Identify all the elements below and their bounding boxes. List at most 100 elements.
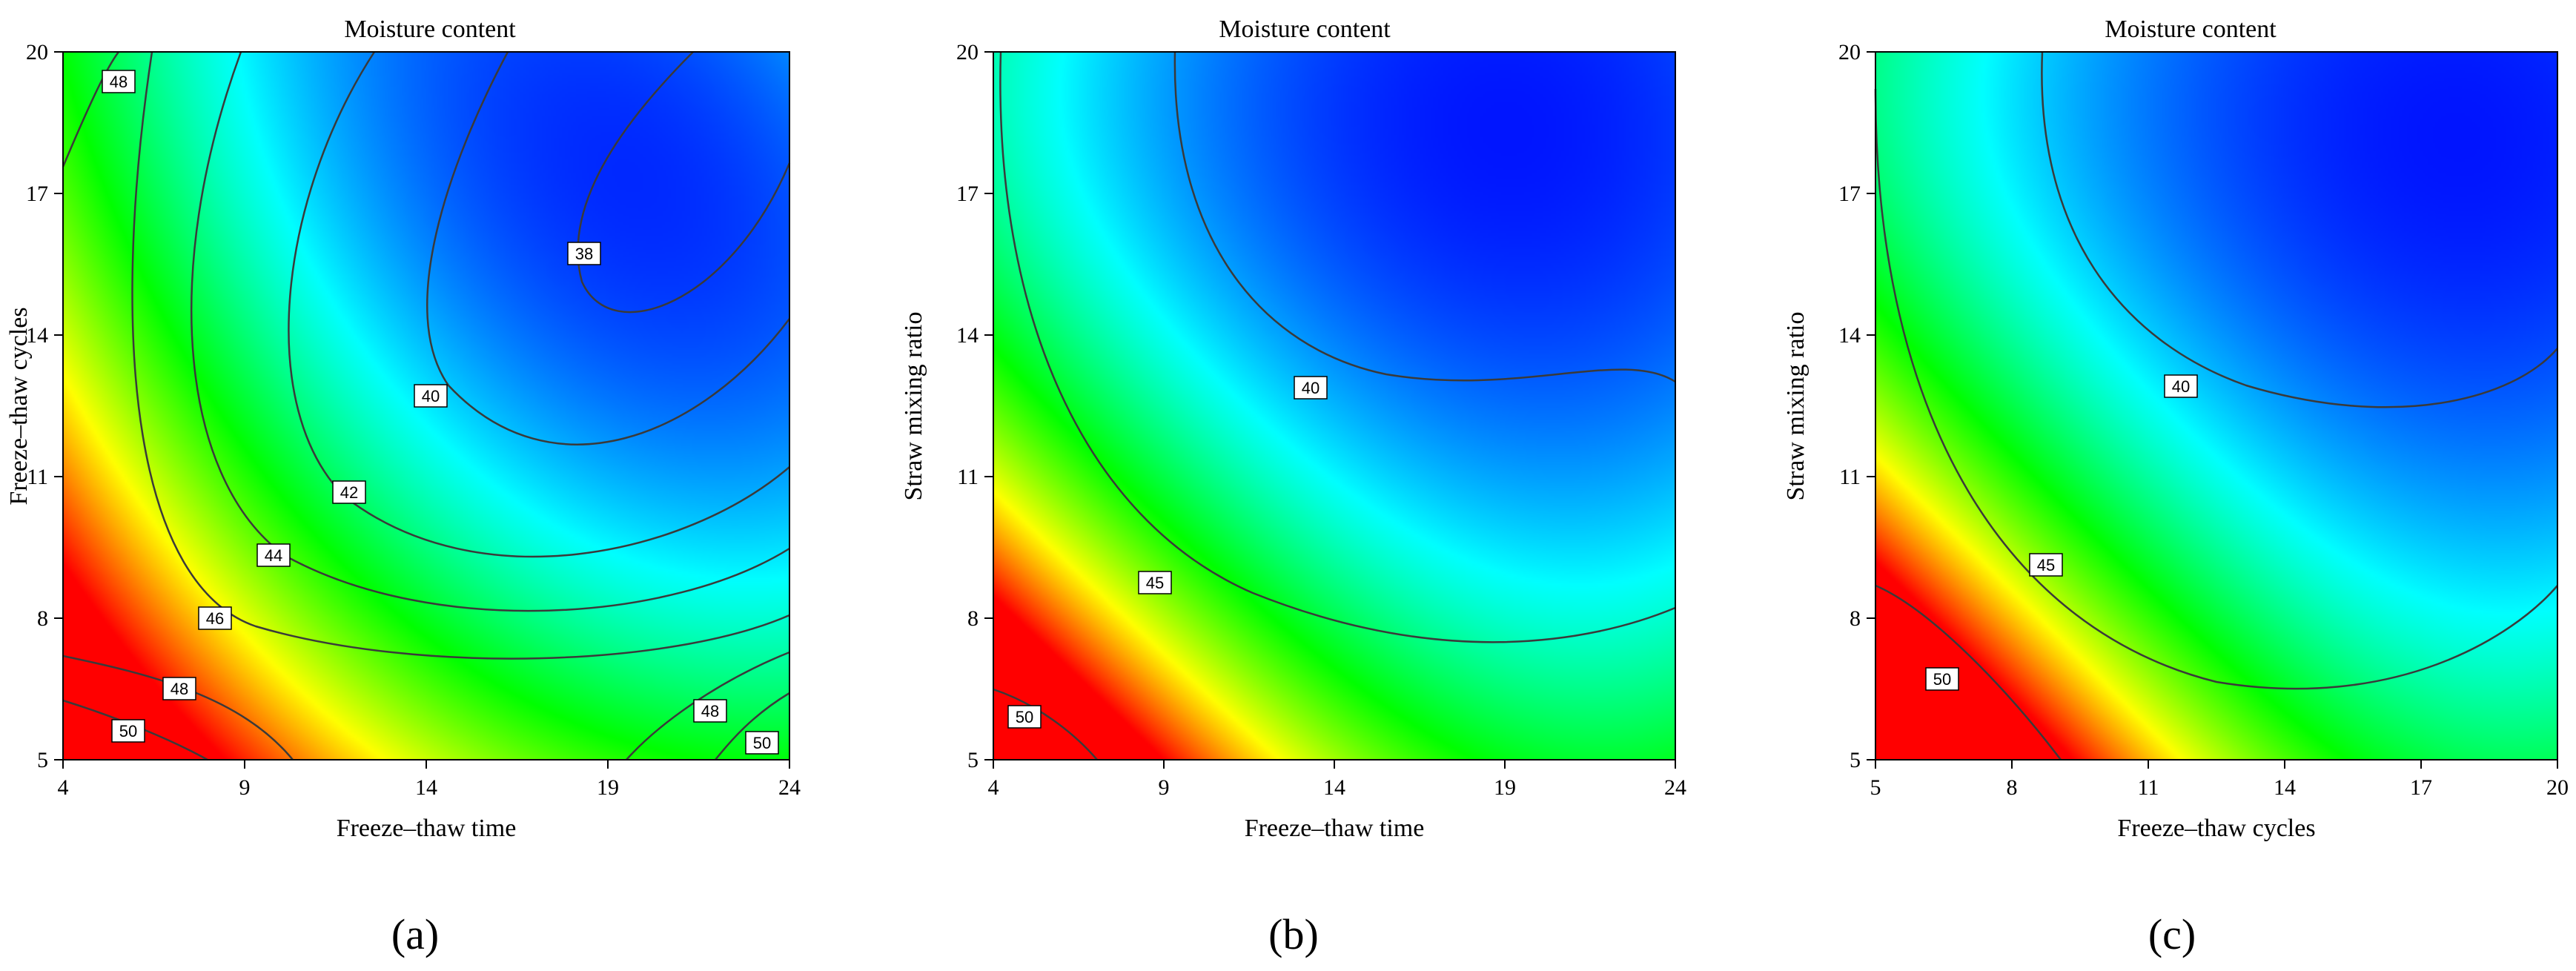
panel-c-contours	[1874, 51, 2558, 760]
panel-c-x-ticks	[1875, 760, 2558, 769]
panel-b-x-axis-label: Freeze–thaw time	[1245, 815, 1425, 842]
panel-a-clabel: 38	[567, 242, 601, 265]
panel-c-plot-area: 40 45 50 5 8 11 14 17 20 5 8 11	[1838, 40, 2569, 800]
panel-a-x-tick-label: 9	[239, 775, 251, 800]
panel-b-x-tick-label: 4	[988, 775, 999, 800]
svg-text:48: 48	[110, 73, 128, 91]
svg-text:50: 50	[1016, 708, 1033, 726]
panel-a-y-tick-label: 20	[26, 40, 48, 64]
panel-b-contour-45	[999, 51, 1676, 643]
panel-b-y-tick-label: 11	[957, 465, 979, 489]
panel-b-x-tick-label: 19	[1494, 775, 1516, 800]
panel-c-y-tick-label: 20	[1838, 40, 1861, 64]
panel-c-x-tick-label: 14	[2274, 775, 2296, 800]
panel-c-x-tick-label: 17	[2410, 775, 2432, 800]
panel-b-x-tick-label: 14	[1323, 775, 1345, 800]
panel-a-contour-38	[577, 51, 791, 314]
panel-a-x-tick-label: 4	[58, 775, 69, 800]
panel-c-x-tick-label: 11	[2138, 775, 2159, 800]
panel-b-x-tick-label: 24	[1664, 775, 1686, 800]
panel-b-label: (b)	[1268, 910, 1319, 958]
panel-b-y-axis-label: Straw mixing ratio	[900, 312, 927, 501]
panel-b-plot-area: 40 45 50 4 9 14 19 24 5 8 11 14	[956, 40, 1686, 800]
panel-c-y-tick-label: 17	[1838, 182, 1861, 206]
panel-a-clabel: 46	[198, 606, 232, 630]
panel-c-clabel: 40	[2164, 374, 2198, 398]
panel-c-clabel: 50	[1925, 667, 1959, 691]
svg-text:38: 38	[575, 245, 593, 263]
panel-a-x-tick-label: 19	[597, 775, 619, 800]
panel-c-x-tick-label: 8	[2007, 775, 2018, 800]
panel-a-title: Moisture content	[344, 16, 516, 43]
panel-a-clabel: 48	[102, 70, 136, 93]
panel-c-x-axis-label: Freeze–thaw cycles	[2117, 815, 2315, 842]
panel-c-y-axis-label: Straw mixing ratio	[1782, 312, 1810, 501]
panel-b-clabel: 40	[1294, 376, 1328, 400]
panel-a-contour-48-right	[626, 651, 790, 760]
panel-a-x-tick-label: 24	[778, 775, 801, 800]
panel-a-contour-48-left	[62, 51, 120, 168]
panel-b-contour-40	[1173, 51, 1676, 383]
panel-a-clabel: 48	[693, 699, 727, 723]
panel-c-contour-40	[2041, 51, 2558, 408]
panel-b-y-tick-labels: 5 8 11 14 17 20	[956, 40, 979, 772]
panel-a-contour-46	[131, 51, 790, 660]
panel-a-y-tick-label: 17	[26, 182, 48, 206]
panel-a-y-tick-label: 8	[37, 606, 48, 631]
panel-c-title: Moisture content	[2105, 16, 2277, 43]
panel-c-label: (c)	[2148, 910, 2196, 958]
panel-a-clabel: 50	[745, 731, 779, 755]
panel-b-x-tick-label: 9	[1159, 775, 1170, 800]
panel-b-x-ticks	[993, 760, 1676, 769]
panel-c-x-tick-label: 5	[1870, 775, 1881, 800]
panel-b-y-tick-label: 5	[967, 748, 979, 772]
panel-b-y-tick-label: 17	[956, 182, 979, 206]
panel-c-y-tick-label: 11	[1839, 465, 1861, 489]
panel-a-x-ticks	[62, 760, 790, 769]
panel-a-y-axis-label: Freeze–thaw cycles	[5, 307, 33, 505]
panel-a-contour-50-right	[715, 692, 790, 760]
panel-a-contour-40	[426, 51, 790, 445]
svg-text:42: 42	[340, 483, 358, 502]
svg-text:45: 45	[2037, 556, 2055, 574]
panel-a-y-tick-labels: 5 8 11 14 17 20	[26, 40, 48, 772]
panel-a-x-tick-labels: 4 9 14 19 24	[58, 775, 801, 800]
panel-a-plot-area: 38 40 42 44 46 48 50 48 50 48 4 9 14	[26, 40, 801, 800]
panel-c: Moisture content 40 45 50 5 8	[1782, 16, 2569, 958]
svg-text:50: 50	[753, 734, 771, 752]
svg-text:50: 50	[119, 722, 137, 740]
panel-c-y-ticks	[1867, 51, 1875, 760]
panel-c-x-tick-labels: 5 8 11 14 17 20	[1870, 775, 2569, 800]
svg-text:46: 46	[206, 609, 224, 628]
svg-text:40: 40	[1302, 379, 1320, 397]
panel-a: Moisture content 38 40 42 44 46	[5, 16, 801, 958]
panel-b-contour-50	[993, 688, 1098, 760]
panel-a-clabel: 44	[256, 543, 291, 567]
panel-b-y-tick-label: 20	[956, 40, 979, 64]
panel-c-y-tick-label: 8	[1850, 606, 1861, 631]
panel-c-heatmap	[1875, 52, 2557, 760]
panel-c-clabel: 45	[2029, 553, 2063, 577]
panel-a-y-ticks	[54, 51, 63, 760]
panel-a-x-tick-label: 14	[415, 775, 437, 800]
panel-b-heatmap	[993, 52, 1675, 760]
panel-b-contour-labels: 40 45 50	[1007, 376, 1328, 729]
panel-c-frame	[1875, 51, 2558, 760]
panel-a-y-tick-label: 14	[26, 323, 48, 348]
svg-text:40: 40	[2172, 377, 2190, 396]
panel-b: Moisture content 40 45 50 4 9	[900, 16, 1686, 958]
panel-a-y-tick-label: 11	[27, 465, 48, 489]
panel-b-title: Moisture content	[1219, 16, 1391, 43]
svg-text:50: 50	[1933, 670, 1951, 689]
panel-b-clabel: 50	[1007, 705, 1042, 729]
panel-c-contour-50	[1875, 584, 2062, 760]
panel-c-y-tick-label: 5	[1850, 748, 1861, 772]
panel-b-contours	[993, 51, 1676, 760]
panel-b-y-tick-label: 8	[967, 606, 979, 631]
panel-a-clabel: 40	[414, 384, 448, 408]
svg-text:40: 40	[422, 387, 440, 405]
svg-text:48: 48	[701, 702, 719, 720]
panel-b-y-tick-label: 14	[956, 323, 979, 348]
panel-a-y-tick-label: 5	[37, 748, 48, 772]
panel-a-clabel: 48	[162, 677, 196, 700]
